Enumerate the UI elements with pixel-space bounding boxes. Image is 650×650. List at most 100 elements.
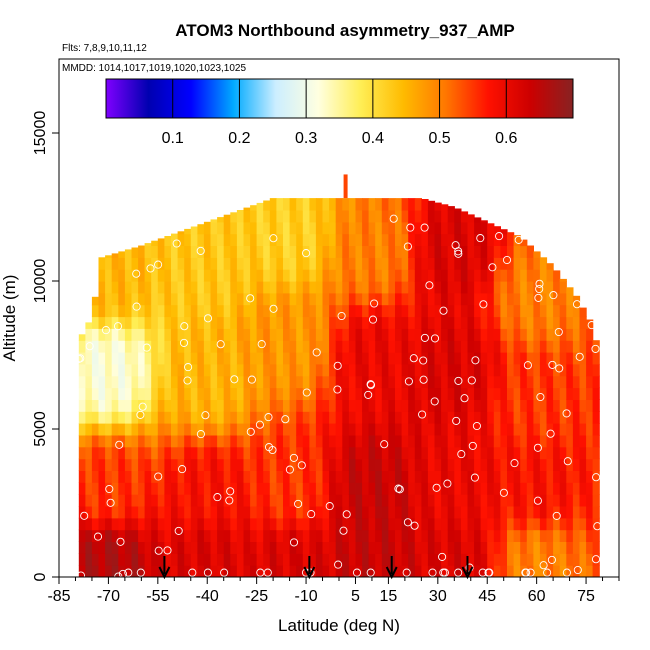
field-cell — [98, 304, 106, 318]
field-cell — [414, 506, 422, 519]
field-cell — [559, 517, 567, 531]
field-cell — [157, 292, 165, 306]
field-cell — [296, 375, 304, 389]
field-cell — [401, 281, 409, 294]
field-cell — [203, 565, 212, 577]
field-cell — [210, 494, 218, 507]
field-cell — [467, 304, 475, 318]
field-cell — [91, 506, 100, 519]
field-cell — [111, 565, 119, 577]
field-cell — [302, 446, 310, 460]
field-cell — [309, 387, 317, 400]
field-cell — [434, 221, 442, 235]
field-cell — [474, 328, 482, 341]
field-cell — [243, 411, 251, 424]
field-cell — [329, 446, 337, 460]
field-cell — [546, 446, 554, 460]
field-cell — [197, 399, 205, 412]
field-cell — [269, 470, 277, 483]
field-cell — [579, 553, 587, 566]
field-cell — [546, 541, 554, 554]
field-cell — [263, 304, 271, 318]
field-cell — [171, 245, 179, 258]
field-cell — [480, 565, 488, 577]
field-cell — [493, 316, 501, 329]
observation-point — [256, 568, 265, 577]
field-cell — [91, 352, 100, 365]
field-cell — [447, 494, 455, 507]
field-cell — [553, 363, 561, 377]
field-cell — [355, 446, 363, 460]
y-tick-label: 10000 — [32, 259, 49, 304]
field-cell — [302, 399, 310, 412]
observation-point — [184, 363, 193, 372]
field-cell — [447, 292, 455, 306]
field-cell — [414, 458, 422, 471]
field-cell — [138, 316, 146, 329]
field-cell — [375, 210, 383, 223]
field-cell — [171, 375, 179, 389]
field-cell — [539, 281, 548, 294]
field-cell — [98, 517, 106, 531]
field-cell — [210, 529, 218, 542]
field-cell — [579, 411, 587, 424]
field-cell — [256, 221, 264, 235]
field-cell — [480, 387, 488, 400]
field-cell — [368, 198, 376, 211]
observation-point — [220, 568, 229, 577]
observation-point — [289, 453, 298, 462]
field-cell — [144, 245, 152, 258]
field-cell — [335, 458, 343, 471]
field-cell — [362, 340, 370, 353]
field-cell — [388, 506, 396, 519]
field-cell — [250, 304, 258, 318]
field-cell — [474, 387, 482, 400]
field-cell — [368, 434, 376, 448]
field-cell — [460, 541, 469, 554]
field-cell — [276, 363, 284, 377]
field-cell — [368, 517, 376, 531]
field-cell — [474, 292, 482, 306]
field-cell — [105, 281, 113, 294]
field-cell — [342, 245, 350, 258]
field-cell — [177, 269, 185, 282]
field-cell — [454, 517, 462, 531]
field-cell — [539, 387, 548, 400]
field-cell — [507, 541, 515, 554]
field-cell — [131, 458, 139, 471]
field-cell — [421, 565, 429, 577]
field-cell — [362, 482, 370, 495]
field-cell — [85, 322, 93, 329]
field-cell — [315, 352, 324, 365]
field-cell — [164, 446, 172, 460]
colorbar-gradient — [105, 78, 574, 119]
field-cell — [460, 269, 469, 282]
field-cell — [507, 232, 515, 235]
field-cell — [500, 458, 508, 471]
field-cell — [335, 517, 343, 531]
field-cell — [474, 375, 482, 389]
field-cell — [401, 411, 409, 424]
field-cell — [507, 340, 515, 353]
field-cell — [256, 399, 264, 412]
field-cell — [408, 565, 416, 577]
field-cell — [467, 214, 475, 223]
field-cell — [171, 352, 179, 365]
field-cell — [467, 446, 475, 460]
field-cell — [329, 352, 337, 365]
field-cell — [553, 316, 561, 329]
field-cell — [85, 553, 93, 566]
field-cell — [460, 387, 469, 400]
field-cell — [559, 411, 567, 424]
field-cell — [395, 233, 403, 246]
field-cell — [197, 304, 205, 318]
field-cell — [190, 565, 198, 577]
field-cell — [362, 529, 370, 542]
field-cell — [559, 482, 567, 495]
field-cell — [329, 257, 337, 270]
field-cell — [546, 529, 554, 542]
field-cell — [236, 411, 245, 424]
field-cell — [85, 482, 93, 495]
field-cell — [513, 506, 521, 519]
field-cell — [335, 221, 343, 235]
